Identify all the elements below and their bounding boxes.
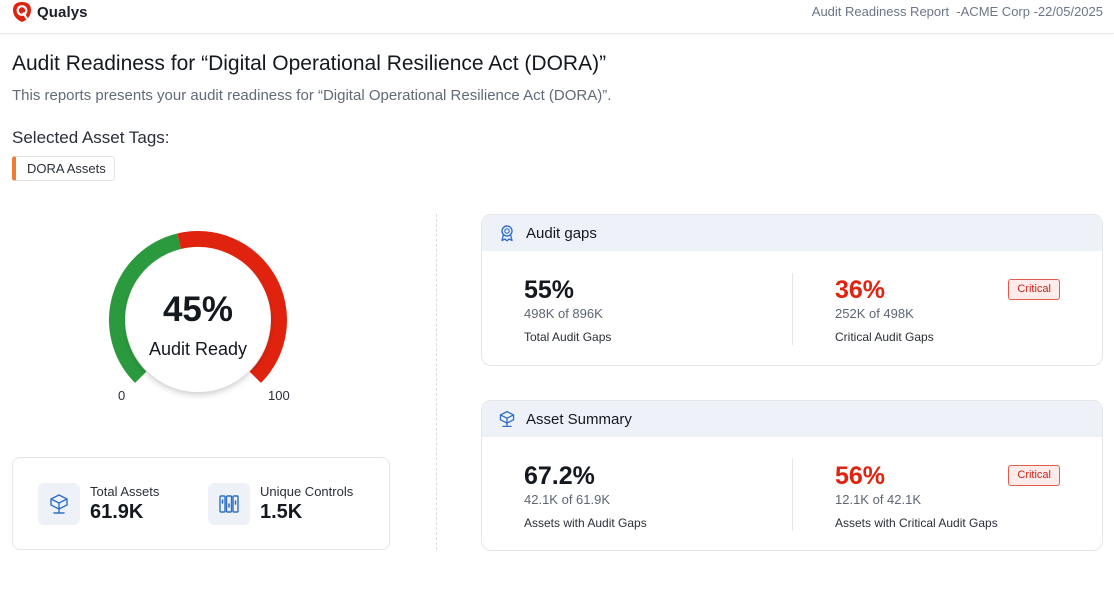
- gauge-graphic: [109, 231, 287, 392]
- qualys-shield-icon: [13, 2, 31, 22]
- unique-controls-label: Unique Controls: [260, 484, 354, 499]
- total-audit-gaps-label: Total Audit Gaps: [524, 330, 612, 344]
- critical-audit-gaps-label: Critical Audit Gaps: [835, 330, 934, 344]
- total-audit-gaps-percent: 55%: [524, 276, 575, 304]
- gauge-label: Audit Ready: [148, 339, 248, 359]
- critical-badge: Critical: [1008, 279, 1060, 300]
- gauge-remaining-arc: [177, 231, 287, 383]
- assets-with-gaps-label: Assets with Audit Gaps: [524, 516, 647, 530]
- controls-icon: [208, 483, 250, 525]
- section-divider: [436, 214, 437, 550]
- report-meta: Audit Readiness Report -ACME Corp -22/05…: [811, 4, 1103, 19]
- page-subtitle: This reports presents your audit readine…: [12, 87, 612, 104]
- total-assets-value: 61.9K: [90, 501, 144, 523]
- critical-audit-gaps-metric: 36% 252K of 498K Critical Audit Gaps: [835, 275, 934, 344]
- asset-box-icon: [38, 483, 80, 525]
- assets-with-gaps-metric: 67.2% 42.1K of 61.9K Assets with Audit G…: [524, 461, 647, 530]
- gauge-value: 45%: [162, 290, 234, 329]
- total-audit-gaps-detail: 498K of 896K: [524, 306, 603, 321]
- gauge-center-disc: [126, 248, 270, 392]
- assets-critical-gaps-metric: 56% 12.1K of 42.1K Assets with Critical …: [835, 461, 998, 530]
- total-assets-label: Total Assets: [90, 484, 160, 499]
- audit-ready-gauge: 45% Audit Ready: [100, 228, 296, 408]
- assets-with-gaps-percent: 67.2%: [524, 462, 595, 490]
- assets-critical-gaps-label: Assets with Critical Audit Gaps: [835, 516, 998, 530]
- brand-name: Qualys: [37, 3, 88, 21]
- audit-gaps-header: Audit gaps: [482, 215, 1102, 251]
- column-divider: [792, 273, 793, 345]
- unique-controls-value: 1.5K: [260, 501, 303, 523]
- assets-with-gaps-detail: 42.1K of 61.9K: [524, 492, 611, 507]
- critical-badge: Critical: [1008, 465, 1060, 486]
- gauge-min-label: 0: [118, 388, 126, 403]
- critical-audit-gaps-detail: 252K of 498K: [835, 306, 914, 321]
- top-bar: Qualys Audit Readiness Report -ACME Corp…: [0, 0, 1114, 34]
- asset-tag-dora[interactable]: DORA Assets: [12, 156, 115, 181]
- assets-critical-gaps-detail: 12.1K of 42.1K: [835, 492, 922, 507]
- qualys-logo: Qualys: [11, 0, 88, 24]
- page-title: Audit Readiness for “Digital Operational…: [12, 52, 607, 75]
- award-ribbon-icon: [501, 225, 513, 242]
- gauge-max-label: 100: [268, 388, 290, 403]
- asset-tags-label: Selected Asset Tags:: [12, 128, 170, 147]
- column-divider: [792, 459, 793, 531]
- asset-stats-card: Total Assets 61.9K Unique Controls 1.5K: [12, 457, 390, 550]
- asset-summary-header: Asset Summary: [482, 401, 1102, 437]
- critical-audit-gaps-percent: 36%: [835, 276, 886, 304]
- total-audit-gaps-metric: 55% 498K of 896K Total Audit Gaps: [524, 275, 611, 344]
- gauge-ready-arc: [109, 233, 182, 383]
- asset-box-icon: [499, 410, 515, 428]
- audit-gaps-title: Audit gaps: [526, 224, 597, 242]
- asset-summary-card: Asset Summary 67.2% 42.1K of 61.9K Asset…: [481, 400, 1103, 551]
- audit-gaps-card: Audit gaps 55% 498K of 896K Total Audit …: [481, 214, 1103, 366]
- asset-summary-title: Asset Summary: [526, 410, 632, 428]
- assets-critical-gaps-percent: 56%: [835, 462, 886, 490]
